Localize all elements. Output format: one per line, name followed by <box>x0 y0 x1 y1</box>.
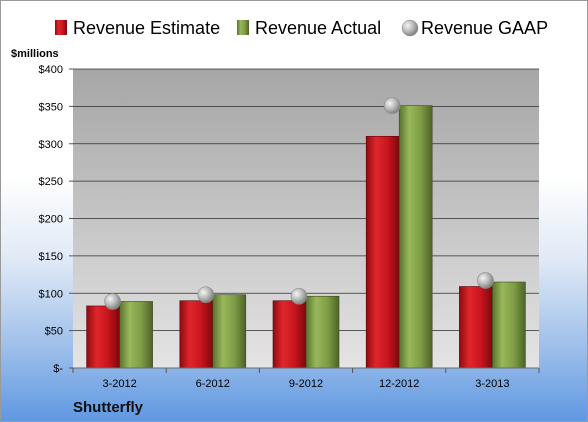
chart-legend: Revenue Estimate Revenue Actual Revenue GA… <box>55 18 548 38</box>
gaap-markers <box>104 97 494 310</box>
legend-swatch <box>55 20 67 35</box>
marker-revenue-gaap <box>383 97 401 114</box>
bars <box>86 105 526 369</box>
x-tick-label: 6-2012 <box>196 378 230 390</box>
x-tick-label: 3-2013 <box>475 378 509 390</box>
bar-revenue-actual <box>398 105 433 369</box>
marker-revenue-gaap <box>477 272 494 289</box>
y-tick-label: $300 <box>39 139 63 151</box>
y-axis-ticks: $- $50 $100 $150 $200 $250 $300 $350 $400 <box>39 64 73 375</box>
legend-label: Revenue Actual <box>255 18 381 38</box>
bar-revenue-actual <box>119 301 153 369</box>
y-tick-label: $200 <box>39 214 63 226</box>
y-axis-unit-label: $millions <box>11 48 59 60</box>
y-tick-label: $400 <box>39 64 63 76</box>
bar-revenue-estimate <box>459 286 493 369</box>
bar-revenue-estimate <box>365 135 400 369</box>
legend-swatch <box>401 19 419 37</box>
legend-label: Revenue GAAP <box>421 18 548 38</box>
bar-revenue-estimate <box>179 300 214 369</box>
y-tick-label: $- <box>53 363 63 375</box>
y-tick-label: $50 <box>45 326 63 338</box>
bar-revenue-actual <box>305 295 340 369</box>
bar-revenue-actual <box>212 294 247 369</box>
legend-label: Revenue Estimate <box>73 18 220 38</box>
x-axis-ticks: 3-2012 6-2012 9-2012 12-2012 3-2013 <box>72 368 540 390</box>
y-tick-label: $150 <box>39 251 63 263</box>
y-tick-label: $100 <box>39 288 63 300</box>
legend-swatch <box>237 20 249 35</box>
x-tick-label: 9-2012 <box>289 378 323 390</box>
x-tick-label: 12-2012 <box>379 378 419 390</box>
y-tick-label: $350 <box>39 101 63 113</box>
marker-revenue-gaap <box>197 286 215 304</box>
bar-revenue-actual <box>492 281 526 369</box>
marker-revenue-gaap <box>290 287 308 305</box>
bar-revenue-estimate <box>272 300 307 369</box>
x-tick-label: 3-2012 <box>102 378 136 390</box>
company-name: Shutterfly <box>73 399 144 416</box>
y-tick-label: $250 <box>39 176 63 188</box>
bar-revenue-estimate <box>86 305 120 369</box>
marker-revenue-gaap <box>104 293 121 310</box>
